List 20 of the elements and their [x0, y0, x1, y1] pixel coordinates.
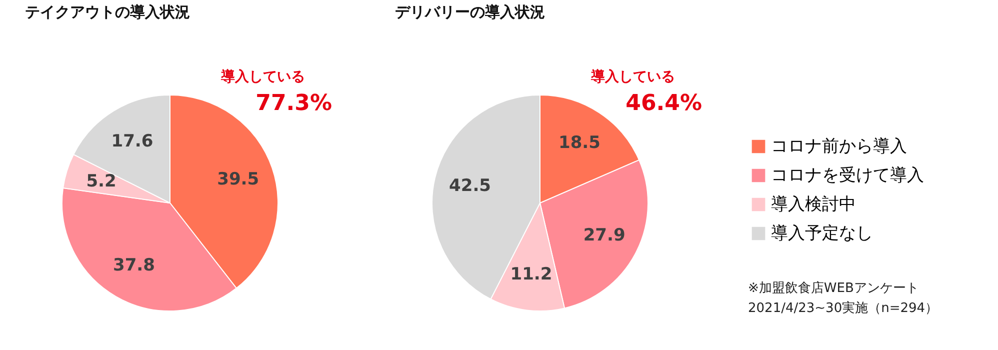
chart-title: デリバリーの導入状況	[395, 3, 545, 21]
text: 導入している	[590, 68, 675, 85]
data-label: 37.8	[112, 255, 155, 276]
legend-label: コロナ前から導入	[771, 136, 907, 156]
data-label: 27.9	[583, 225, 626, 246]
text: 導入している	[220, 68, 305, 85]
legend-label: 導入予定なし	[771, 224, 873, 244]
text: 2021/4/23~30実施（n=294）	[748, 300, 938, 316]
text: 46.4%	[626, 91, 702, 116]
text: ※加盟飲食店WEBアンケート	[748, 280, 919, 296]
legend-label: 導入検討中	[771, 194, 856, 214]
chart-title: テイクアウトの導入状況	[25, 3, 190, 21]
data-label: 42.5	[449, 176, 491, 196]
data-label: 17.6	[111, 132, 154, 152]
data-label: 39.5	[217, 170, 260, 190]
data-label: 18.5	[558, 132, 600, 153]
data-label: 5.2	[86, 172, 116, 192]
data-label: 11.2	[510, 264, 552, 284]
text: 77.3%	[256, 91, 332, 116]
legend-label: コロナを受けて導入	[771, 166, 924, 186]
